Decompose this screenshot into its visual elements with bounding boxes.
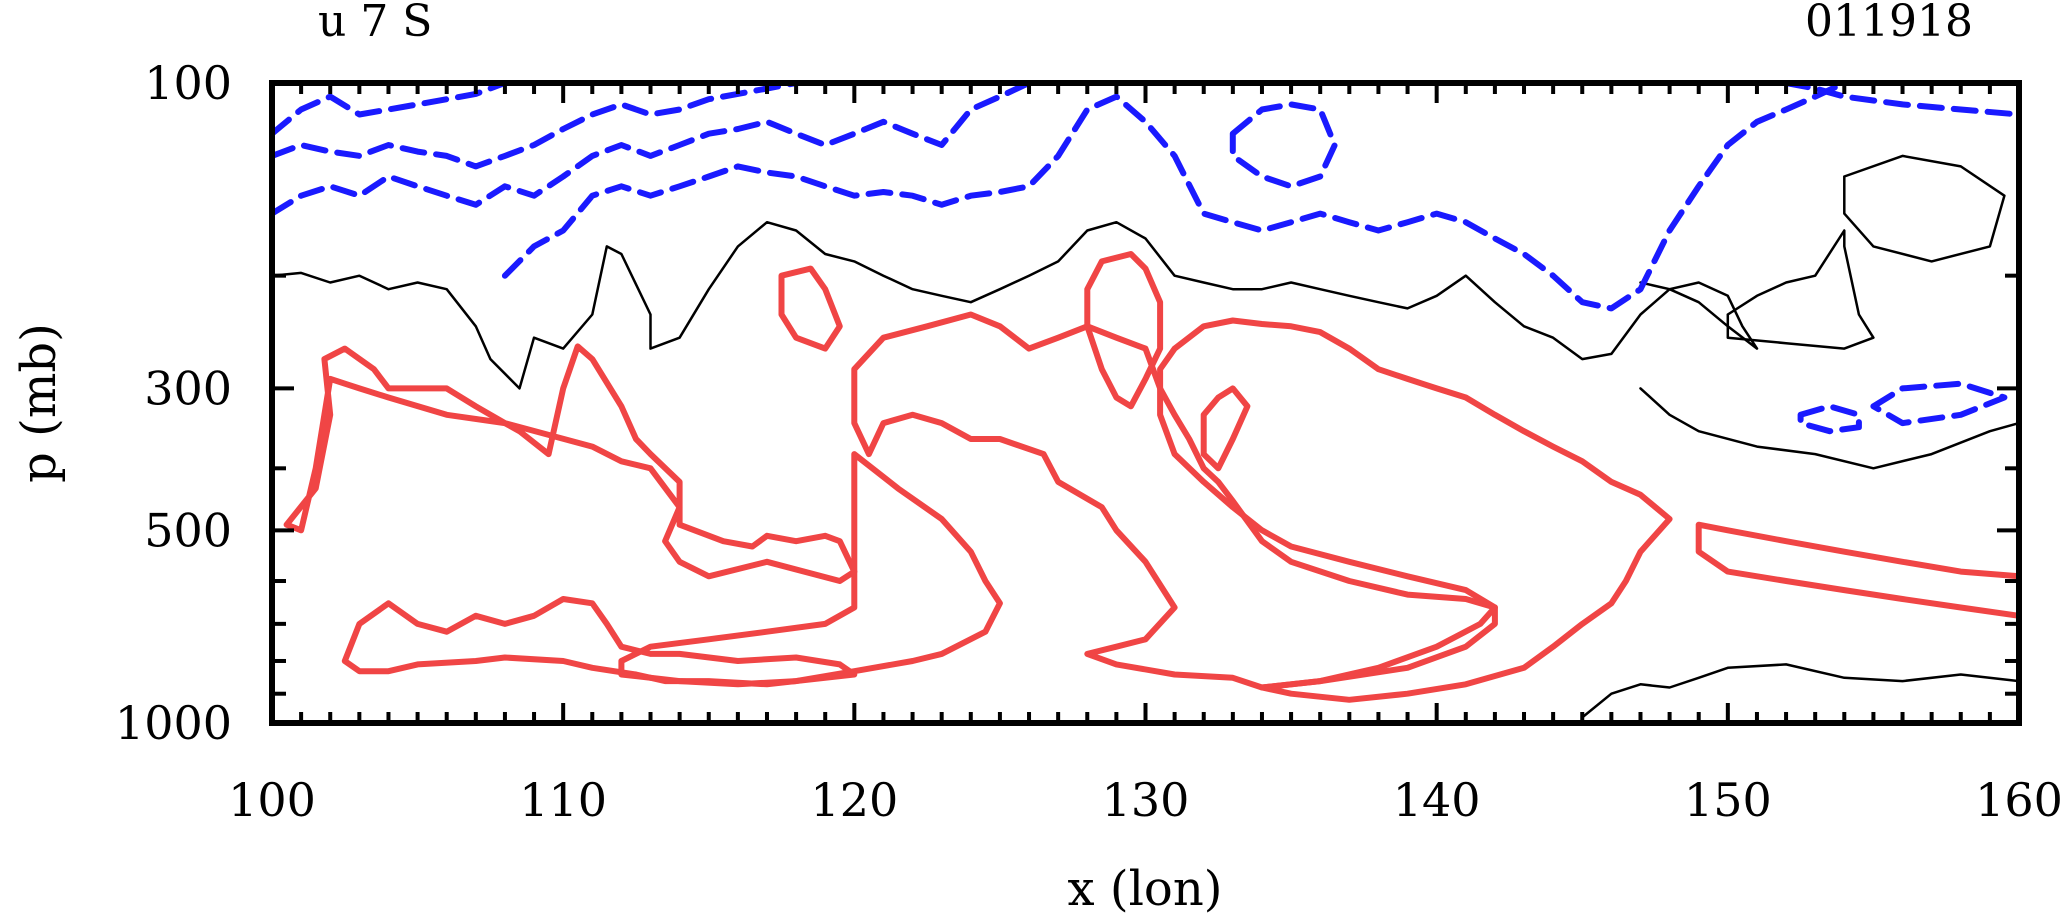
- contour-positive-4: [1157, 317, 1673, 703]
- plot-frame: [269, 80, 2022, 726]
- y-tick-label: 1000: [115, 696, 232, 750]
- contour-negative-1: [269, 80, 1032, 217]
- y-axis-label: p (mb): [11, 323, 67, 483]
- header-left-label: u 7 S: [318, 0, 432, 47]
- header-right-label: 011918: [1805, 0, 1973, 47]
- contour-negative-4: [1229, 101, 1338, 190]
- contour-positive-7: [778, 265, 843, 352]
- contour-positive-3: [618, 451, 1003, 688]
- contour-zero-3: [1726, 229, 1875, 350]
- x-tick-label: 150: [1684, 773, 1772, 827]
- y-tick-label: 500: [144, 503, 232, 557]
- x-tick-label: 160: [1975, 773, 2060, 827]
- contour-lines: [269, 80, 2022, 719]
- contour-zero-1: [1639, 387, 2021, 470]
- contour-zero-0: [270, 220, 1759, 390]
- contour-positive-5: [1695, 521, 2022, 619]
- x-tick-label: 130: [1102, 773, 1190, 827]
- contour-negative-0: [269, 80, 508, 137]
- y-tick-label: 100: [144, 56, 232, 110]
- x-tick-label: 110: [519, 773, 607, 827]
- contour-negative-5: [1797, 403, 1862, 435]
- contour-negative-7: [1783, 80, 2022, 118]
- contour-positive-0: [283, 343, 858, 584]
- contour-negative-2: [269, 80, 800, 170]
- x-axis-label: x (lon): [1068, 861, 1223, 917]
- contour-negative-6: [1870, 380, 2008, 427]
- contour-positive-2: [851, 311, 1498, 691]
- tick-labels: 100 110 120 130 140 150 160 100 300 500 1000: [115, 56, 2060, 827]
- axis-ticks: [270, 81, 2021, 725]
- contour-positive-1: [341, 596, 858, 688]
- contour-positive-6: [1084, 251, 1164, 410]
- x-tick-label: 120: [810, 773, 898, 827]
- y-tick-label: 300: [144, 361, 232, 415]
- x-tick-label: 140: [1393, 773, 1481, 827]
- contour-zero-2: [1843, 154, 2006, 263]
- x-tick-label: 100: [228, 773, 316, 827]
- contour-positive-8: [1200, 385, 1251, 472]
- contour-zero-4: [1581, 663, 2021, 719]
- contour-negative-3: [501, 80, 1848, 312]
